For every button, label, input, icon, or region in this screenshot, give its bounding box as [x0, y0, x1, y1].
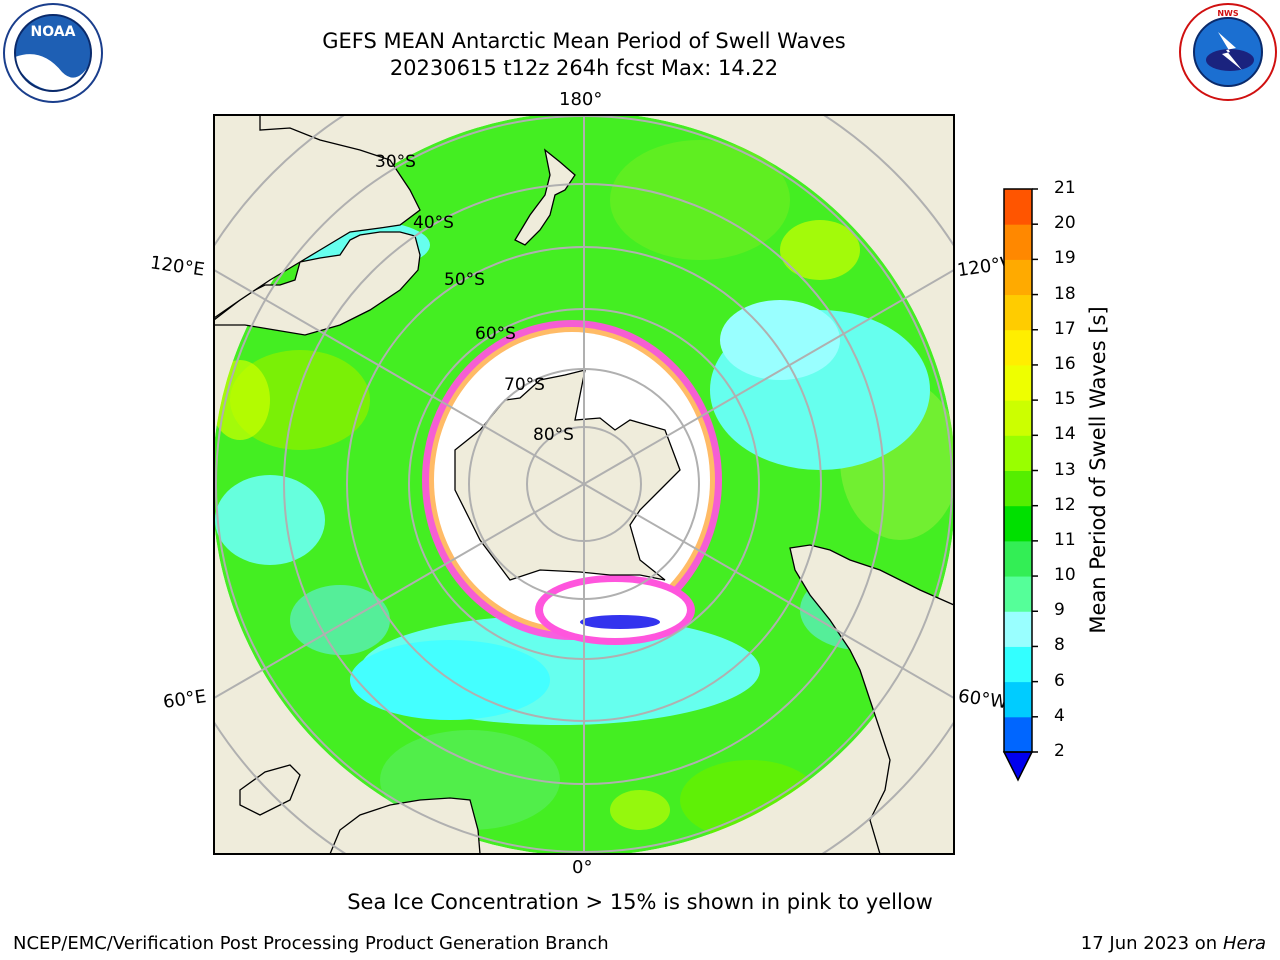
- host-name: Hera: [1222, 933, 1266, 954]
- colorbar-segment: [1004, 189, 1032, 225]
- australia: [214, 231, 421, 336]
- lat-label-60s: 60°S: [475, 324, 516, 344]
- colorbar-segment: [1004, 681, 1032, 718]
- colorbar-tick-label: 19: [1054, 248, 1076, 269]
- graticule: [214, 115, 954, 854]
- colorbar-segment: [1004, 611, 1032, 647]
- colorbar: [1002, 188, 1038, 782]
- map-title: GEFS MEAN Antarctic Mean Period of Swell…: [322, 29, 846, 53]
- colorbar-segments: [1004, 189, 1032, 753]
- colorbar-tick-label: 6: [1054, 670, 1065, 691]
- noaa-logo-text: NOAA: [31, 24, 76, 40]
- colorbar-tick-label: 17: [1054, 318, 1076, 339]
- colorbar-tick-label: 4: [1054, 705, 1065, 726]
- colorbar-segment: [1004, 435, 1032, 471]
- credit-text: NCEP/EMC/Verification Post Processing Pr…: [13, 933, 609, 954]
- colorbar-tick-label: 20: [1054, 213, 1076, 234]
- colorbar-under-triangle: [1002, 751, 1034, 782]
- date-text: 17 Jun 2023 on Hera: [1081, 933, 1266, 954]
- colorbar-tick-label: 10: [1054, 565, 1076, 586]
- colorbar-segment: [1004, 716, 1032, 753]
- colorbar-segment: [1004, 646, 1032, 683]
- colorbar-tick-label: 18: [1054, 283, 1076, 304]
- colorbar-tick-label: 8: [1054, 635, 1065, 656]
- lat-label-40s: 40°S: [413, 213, 454, 233]
- colorbar-tick-label: 21: [1054, 178, 1076, 198]
- nws-logo: NWS: [1179, 3, 1277, 101]
- date-value: 17 Jun 2023 on: [1080, 933, 1218, 954]
- colorbar-segment: [1004, 224, 1032, 260]
- colorbar-tick-label: 14: [1054, 424, 1076, 445]
- colorbar-tick-label: 9: [1054, 600, 1065, 621]
- colorbar-segment: [1004, 364, 1032, 401]
- colorbar-tick-label: 12: [1054, 494, 1076, 515]
- africa: [329, 797, 481, 854]
- colorbar-segment: [1004, 259, 1032, 296]
- colorbar-segment: [1004, 470, 1032, 507]
- madagascar: [239, 764, 301, 816]
- colorbar-label: Mean Period of Swell Waves [s]: [1086, 306, 1110, 634]
- map-frame: [213, 114, 955, 855]
- map-subtitle: 20230615 t12z 264h fcst Max: 14.22: [389, 56, 779, 80]
- lon-label-180: 180°: [559, 89, 603, 110]
- colorbar-tick-label: 15: [1054, 389, 1076, 410]
- colorbar-tick-label: 16: [1054, 353, 1076, 374]
- noaa-logo: NOAA: [3, 3, 103, 103]
- new-zealand: [514, 148, 576, 246]
- lat-label-50s: 50°S: [444, 270, 485, 290]
- colorbar-segment: [1004, 294, 1032, 331]
- colorbar-segment: [1004, 400, 1032, 436]
- colorbar-segment: [1004, 576, 1032, 612]
- svg-text:NWS: NWS: [1217, 9, 1239, 18]
- lat-label-30s: 30°S: [375, 152, 416, 172]
- sea-ice-footnote: Sea Ice Concentration > 15% is shown in …: [347, 890, 933, 914]
- colorbar-tick-label: 11: [1054, 529, 1076, 550]
- lat-label-70s: 70°S: [504, 375, 545, 395]
- colorbar-segment: [1004, 329, 1032, 366]
- colorbar-tick-label: 13: [1054, 459, 1076, 480]
- colorbar-segment: [1004, 540, 1032, 577]
- lon-label-0: 0°: [572, 857, 593, 878]
- lat-label-80s: 80°S: [533, 425, 574, 445]
- colorbar-segment: [1004, 505, 1032, 542]
- colorbar-tick-label: 2: [1054, 741, 1065, 761]
